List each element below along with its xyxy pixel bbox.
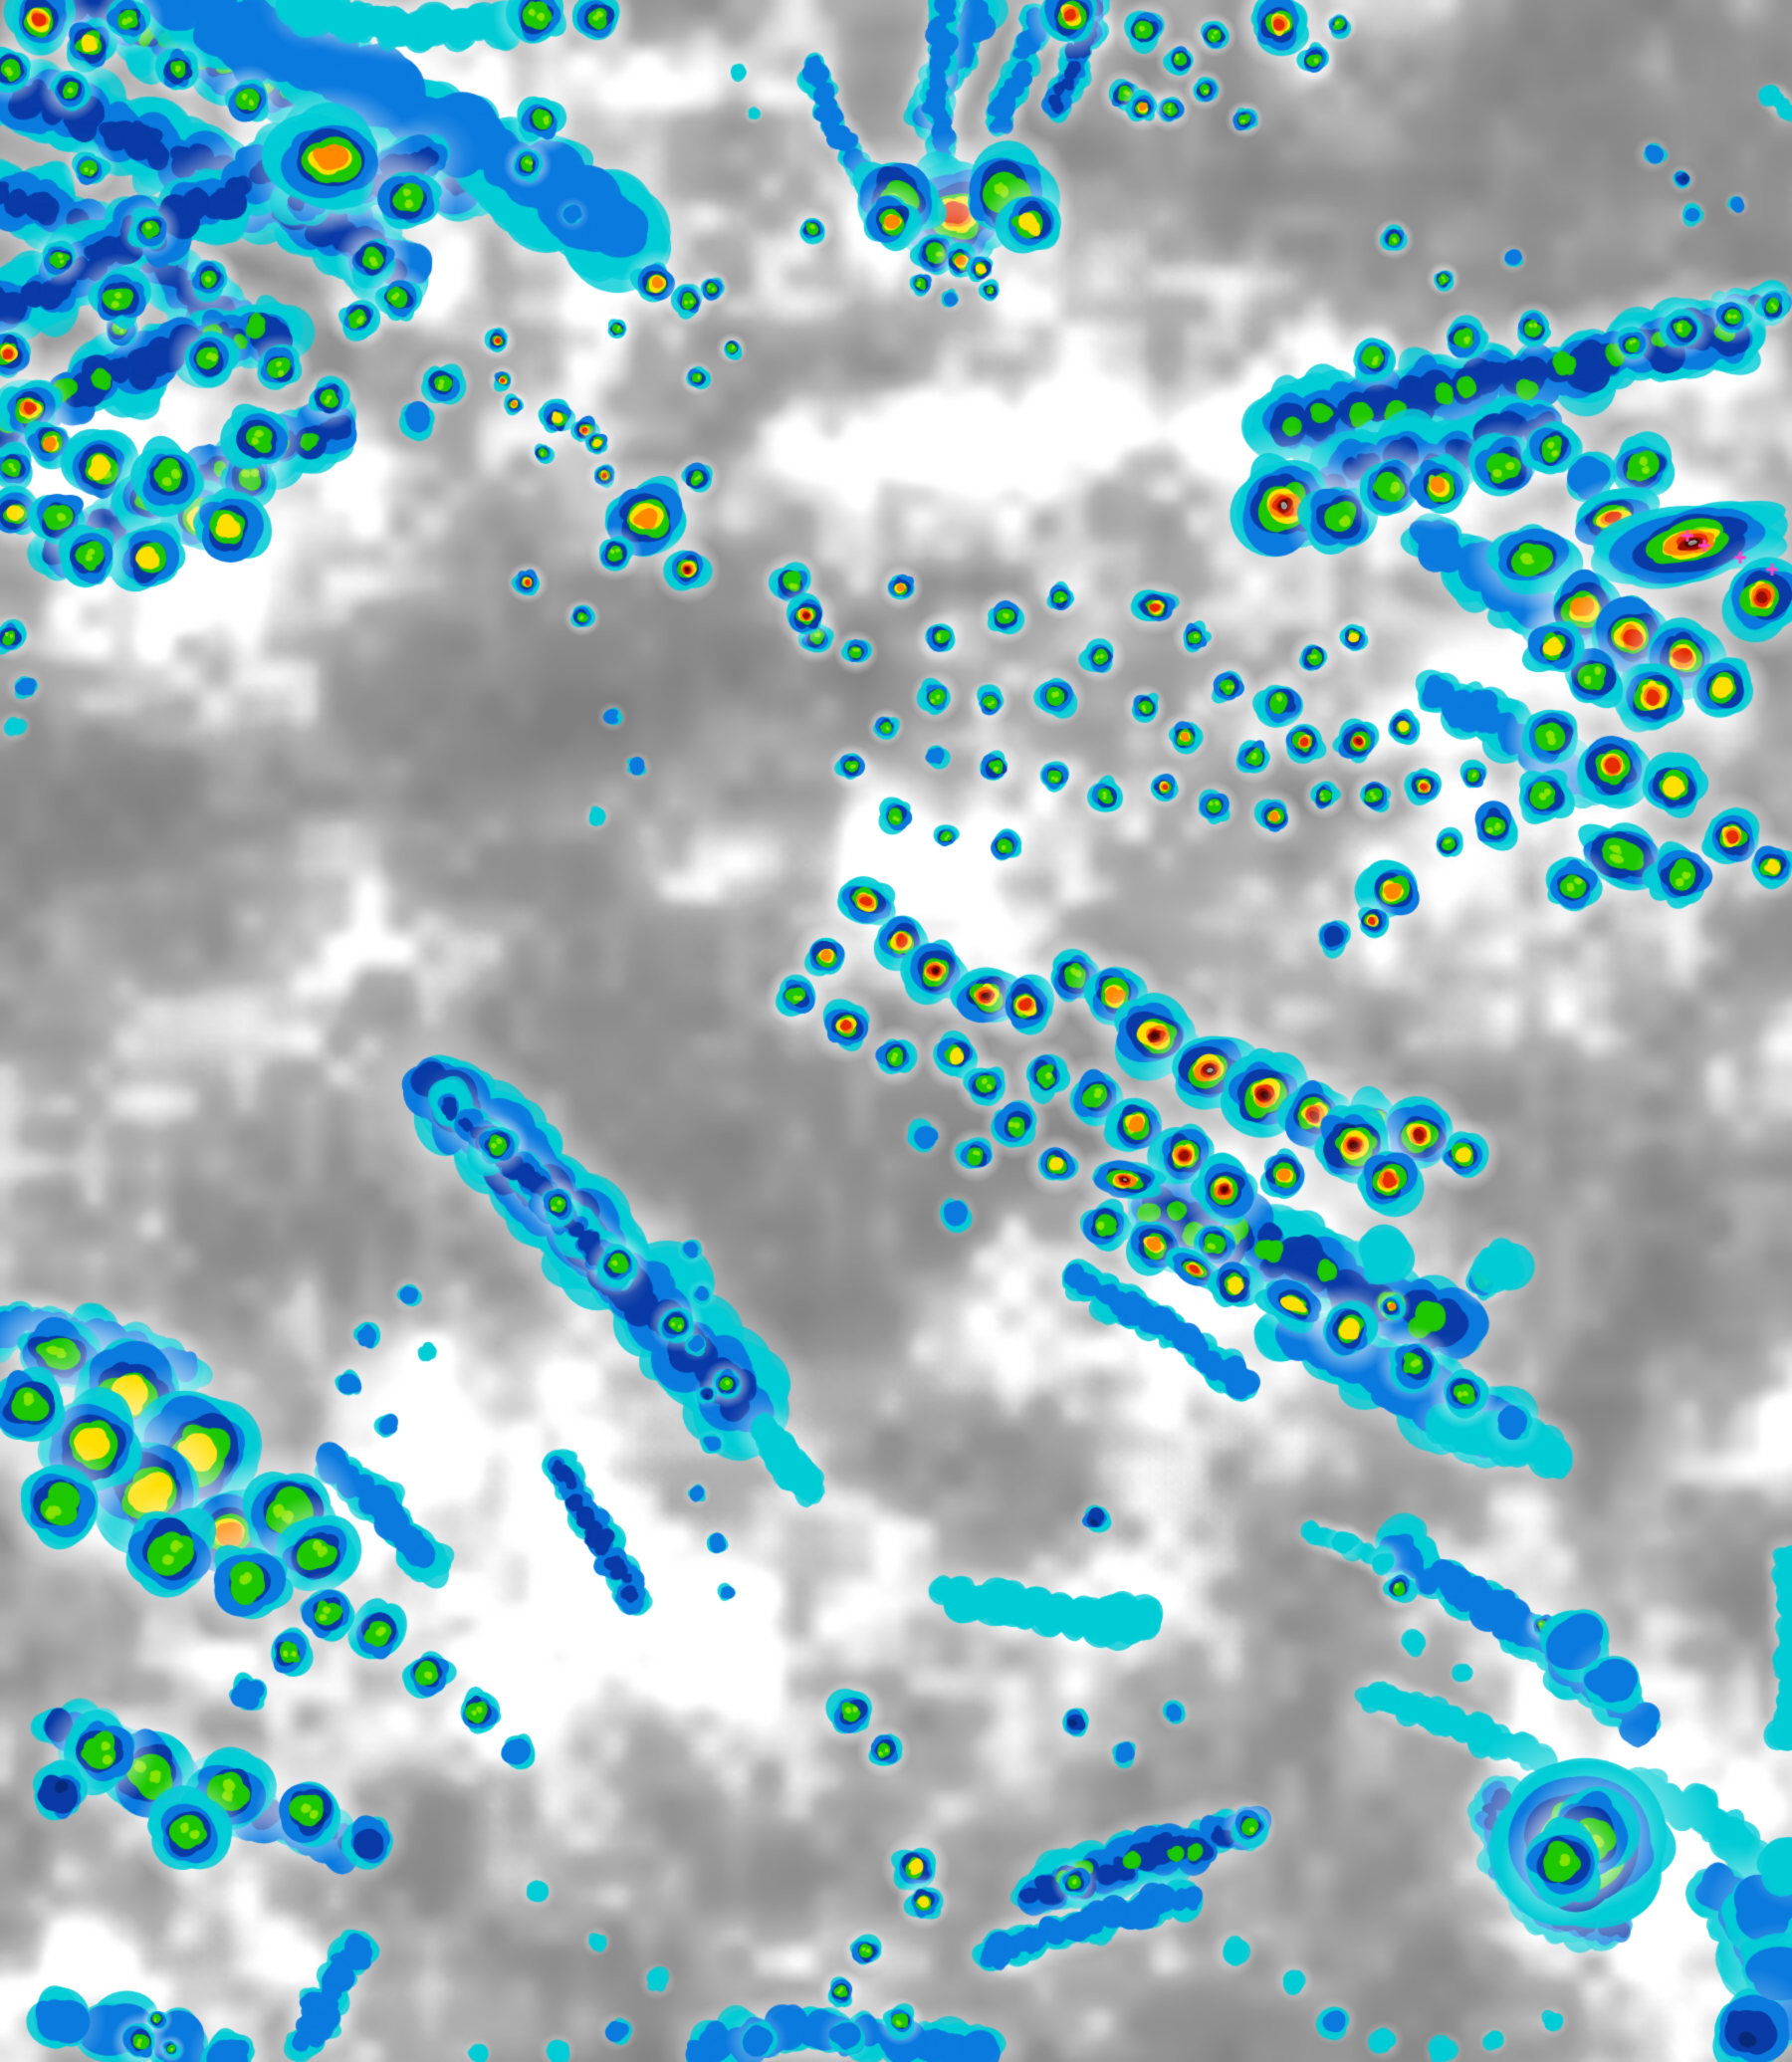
satellite-ir-canvas	[0, 0, 1792, 2062]
satellite-ir-image	[0, 0, 1792, 2062]
